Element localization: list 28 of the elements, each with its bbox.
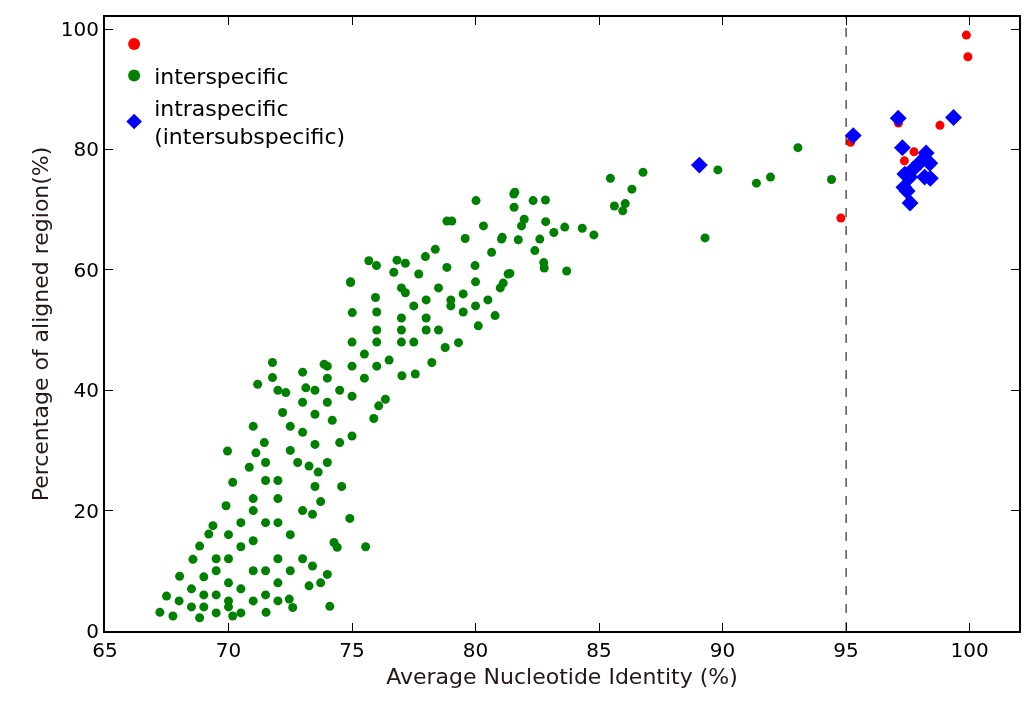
point <box>901 194 919 212</box>
y-tick-label: 100 <box>60 17 99 42</box>
y-tick-label: 60 <box>73 257 99 282</box>
x-tick-label: 100 <box>950 638 989 662</box>
point <box>836 213 846 223</box>
point <box>889 109 907 127</box>
x-tick-label: 75 <box>339 638 365 662</box>
x-tick-label: 80 <box>462 638 489 662</box>
point <box>844 127 862 145</box>
legend-label: interspecific <box>154 64 289 90</box>
point <box>690 156 708 174</box>
point <box>935 120 945 130</box>
legend-label: intraspecific (intersubspecific) <box>154 95 346 150</box>
x-tick-label: 70 <box>215 638 242 662</box>
x-tick-label: 95 <box>833 638 859 662</box>
point <box>899 156 909 166</box>
x-axis-title: Average Nucleotide Identity (%) <box>386 664 738 690</box>
y-tick-label: 80 <box>73 137 99 162</box>
y-tick-label: 20 <box>73 498 99 523</box>
point <box>945 109 962 126</box>
point <box>961 30 971 40</box>
point <box>909 147 919 157</box>
y-tick-label: 40 <box>73 378 99 403</box>
point <box>963 52 973 62</box>
x-tick-label: 90 <box>709 638 736 662</box>
x-tick-label: 85 <box>586 638 612 662</box>
point <box>893 139 911 157</box>
y-axis-title: Percentage of aligned region(%) <box>28 146 54 502</box>
